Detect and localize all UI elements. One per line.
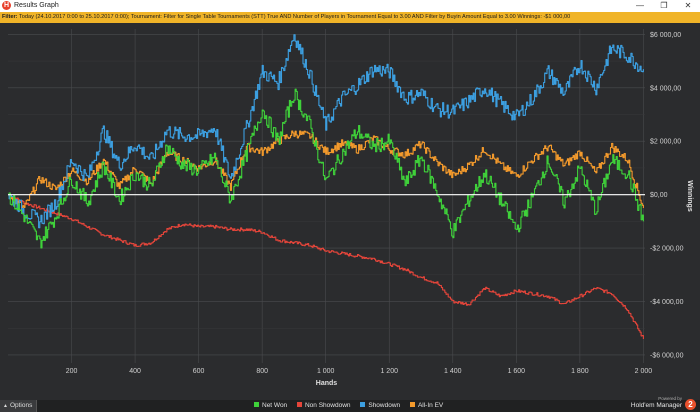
legend-label: Net Won — [262, 402, 288, 409]
x-tick-label: 1 200 — [380, 368, 398, 375]
series-line-showdown — [8, 34, 644, 229]
x-tick-label: 800 — [256, 368, 268, 375]
y-tick-label: $0,00 — [650, 192, 668, 199]
brand-name: Hold'em Manager — [630, 402, 682, 409]
legend-item-net-won[interactable]: Net Won — [254, 400, 287, 412]
y-axis-title: Winnings — [686, 180, 693, 212]
series-line-all-in-ev — [8, 130, 644, 208]
powered-by-text: Powered by — [658, 396, 682, 401]
brand-logo-icon: 2 — [685, 399, 696, 410]
options-button[interactable]: ▲ Options — [0, 400, 37, 412]
filter-bar[interactable]: Filter: Today (24.10.2017 0:00 to 25.10.… — [0, 12, 700, 23]
y-tick-label: $6 000,00 — [650, 32, 681, 39]
filter-label: Filter: — [2, 14, 18, 20]
legend-swatch — [360, 402, 366, 407]
series-line-net-won — [8, 88, 644, 249]
series-line-non-showdown — [8, 194, 644, 339]
filter-text: Today (24.10.2017 0:00 to 25.10.2017 0:0… — [19, 14, 571, 20]
x-tick-label: 600 — [193, 368, 205, 375]
legend-item-showdown[interactable]: Showdown — [360, 400, 400, 412]
close-button[interactable]: ✕ — [684, 1, 692, 10]
legend-label: Showdown — [368, 402, 401, 409]
y-tick-label: -$6 000,00 — [650, 352, 684, 359]
x-tick-label: 400 — [129, 368, 141, 375]
options-label: Options — [9, 402, 33, 409]
x-tick-label: 1 400 — [444, 368, 462, 375]
results-graph[interactable]: 200 400 600 800 1 000 1 200 1 400 1 600 1 800 2 0… — [0, 23, 700, 389]
legend-label: All-In EV — [417, 402, 444, 409]
x-tick-label: 1 000 — [317, 368, 335, 375]
x-tick-label: 1 800 — [571, 368, 589, 375]
legend-item-non-showdown[interactable]: Non Showdown — [296, 400, 351, 412]
legend-item-all-in-ev[interactable]: All-In EV — [409, 400, 444, 412]
x-axis-title: Hands — [316, 380, 338, 387]
bottom-bar — [0, 400, 700, 412]
app-logo-icon: H — [2, 1, 11, 10]
legend-swatch — [409, 402, 415, 407]
legend-swatch — [254, 402, 259, 407]
x-tick-label: 1 600 — [508, 368, 526, 375]
legend-swatch — [296, 402, 302, 407]
x-tick-label: 2 000 — [635, 368, 653, 375]
minimize-button[interactable]: — — [636, 1, 644, 10]
plot-area — [8, 29, 645, 363]
y-tick-label: $2 000,00 — [650, 139, 681, 146]
y-tick-label: $4 000,00 — [650, 85, 681, 92]
results-chart[interactable]: 200 400 600 800 1 000 1 200 1 400 1 600 1 800 2 0… — [0, 23, 700, 389]
y-tick-label: -$4 000,00 — [650, 299, 684, 306]
chart-legend: Net Won Non Showdown Showdown All-In EV — [254, 400, 451, 412]
restore-button[interactable]: ❐ — [660, 1, 668, 10]
legend-label: Non Showdown — [304, 402, 351, 409]
chevron-up-icon: ▲ — [3, 403, 8, 409]
title-bar: H Results Graph — ❐ ✕ — [0, 0, 700, 12]
x-tick-label: 200 — [66, 368, 78, 375]
branding: Powered by Hold'em Manager 2 — [626, 396, 696, 412]
y-tick-label: -$2 000,00 — [650, 246, 684, 253]
window-title: Results Graph — [14, 2, 59, 9]
